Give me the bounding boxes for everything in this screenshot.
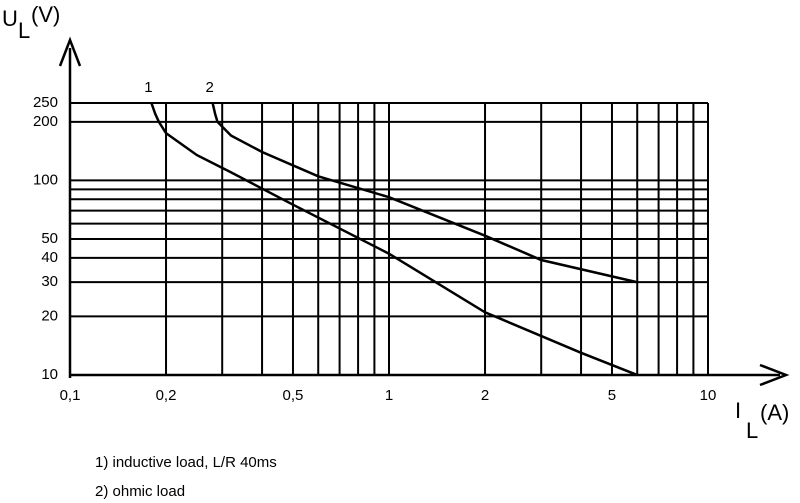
y-label-unit: (V) bbox=[31, 2, 60, 27]
y-tick-label: 10 bbox=[41, 366, 58, 383]
x-tick-label: 0,5 bbox=[283, 387, 304, 404]
x-tick-label: 1 bbox=[385, 387, 393, 404]
x-label-unit: (A) bbox=[760, 400, 789, 425]
series-label: 1 bbox=[144, 79, 152, 96]
y-tick-label: 100 bbox=[33, 171, 58, 188]
y-tick-label: 50 bbox=[41, 230, 58, 247]
x-label-symbol: I bbox=[735, 398, 741, 423]
series-line bbox=[211, 102, 638, 284]
y-tick-label: 250 bbox=[33, 94, 58, 111]
x-tick-label: 0,1 bbox=[60, 387, 81, 404]
x-tick-label: 10 bbox=[700, 387, 717, 404]
series-label: 2 bbox=[205, 79, 213, 96]
y-label-symbol: U bbox=[2, 6, 18, 31]
y-tick-label: 30 bbox=[41, 273, 58, 290]
y-tick-label: 200 bbox=[33, 113, 58, 130]
note: 2) ohmic load bbox=[95, 483, 185, 500]
y-tick-label: 40 bbox=[41, 249, 58, 266]
x-tick-label: 5 bbox=[608, 387, 616, 404]
y-tick-label: 20 bbox=[41, 307, 58, 324]
x-tick-label: 0,2 bbox=[156, 387, 177, 404]
series-line bbox=[150, 102, 638, 377]
y-label-subscript: L bbox=[18, 18, 30, 43]
x-tick-label: 2 bbox=[481, 387, 489, 404]
note: 1) inductive load, L/R 40ms bbox=[95, 454, 277, 471]
x-label-subscript: L bbox=[746, 418, 758, 443]
